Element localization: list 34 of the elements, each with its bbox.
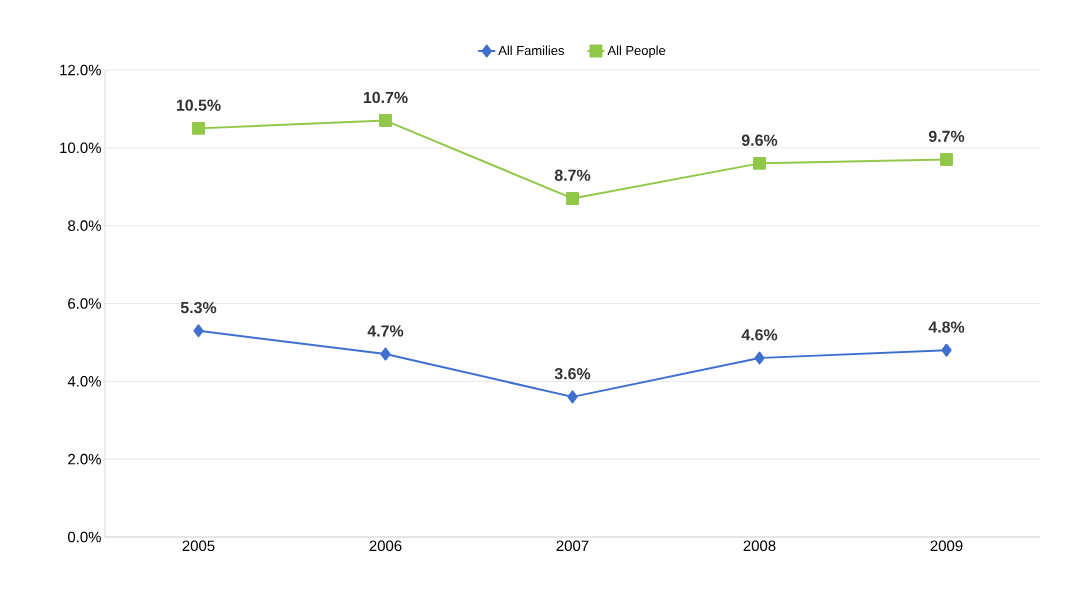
point xyxy=(192,121,205,135)
data-label: 3.6% xyxy=(554,368,591,380)
y-tick-label: 6.0% xyxy=(68,298,101,309)
data-label: 9.7% xyxy=(928,130,965,142)
y-tick-label: 10.0% xyxy=(60,142,101,154)
x-tick-label: 2009 xyxy=(930,540,963,552)
x-tick-label: 2006 xyxy=(369,540,402,552)
point xyxy=(940,153,953,166)
point xyxy=(379,114,392,128)
legend-label: All People xyxy=(607,45,666,58)
data-label: 5.3% xyxy=(180,301,217,314)
data-label: 9.6% xyxy=(741,134,778,146)
data-label: 4.8% xyxy=(928,321,965,333)
y-tick-label: 2.0% xyxy=(68,453,101,465)
point xyxy=(754,351,765,365)
point xyxy=(753,156,766,170)
point xyxy=(566,191,579,205)
data-label: 8.7% xyxy=(554,169,591,181)
data-label: 10.5% xyxy=(176,99,221,111)
point xyxy=(193,324,204,338)
point xyxy=(941,343,952,357)
point xyxy=(380,347,391,361)
y-tick-label: 8.0% xyxy=(68,220,101,231)
data-label: 10.7% xyxy=(363,91,408,104)
x-tick-label: 2008 xyxy=(743,540,776,552)
data-label: 4.6% xyxy=(741,329,778,341)
y-tick-label: 0.0% xyxy=(68,531,101,543)
x-tick-label: 2005 xyxy=(182,540,215,552)
y-tick-label: 12.0% xyxy=(60,64,101,76)
point xyxy=(567,390,578,404)
legend-label: All Families xyxy=(498,45,564,56)
x-tick-label: 2007 xyxy=(556,540,589,552)
y-tick-label: 4.0% xyxy=(67,376,101,387)
data-label: 4.7% xyxy=(367,325,404,337)
